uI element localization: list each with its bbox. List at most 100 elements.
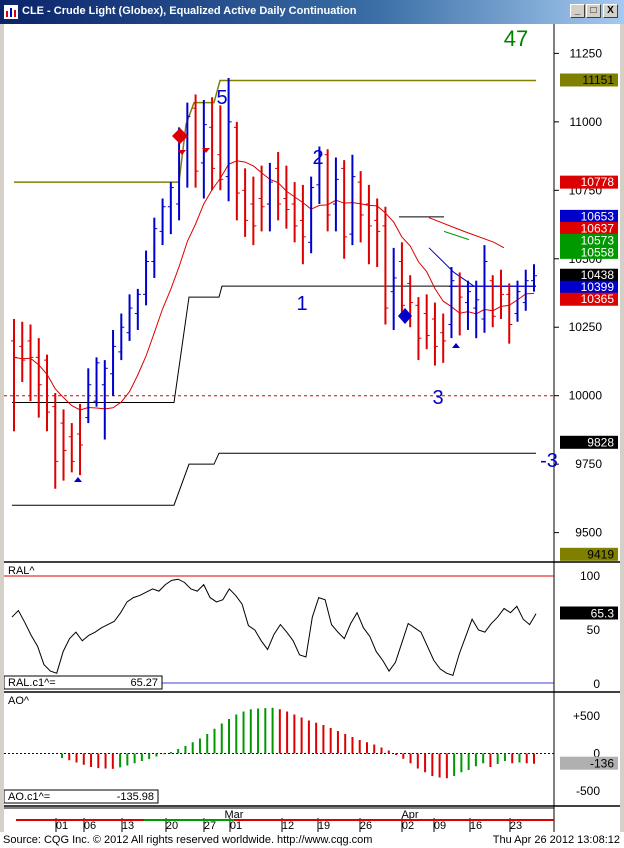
price-bar [93,357,100,407]
ao-readout-box [4,789,159,804]
price-bar [60,409,67,481]
price-bar [27,324,34,402]
close-button[interactable]: X [603,4,618,18]
price-bar [299,184,306,265]
price-bar [448,266,455,339]
price-bar [209,97,216,191]
ao-last-box: -136 [560,756,618,771]
price-bar [341,160,348,259]
price-box: 9419 [560,547,618,561]
price-bar [497,269,504,320]
wave-label: 2 [312,147,323,169]
buy-arrow-marker [74,477,82,482]
wave-label: 5 [216,87,227,109]
price-box-bg [560,292,618,306]
price-box-label: 10438 [581,268,615,282]
price-bar [390,247,397,330]
price-bar [151,217,158,278]
price-box-bg [560,268,618,282]
ral-last-value: 65.3 [591,607,615,621]
price-bar [68,423,75,473]
x-month-label: Apr [401,809,418,821]
price-bar [118,313,125,361]
price-box-bg [560,73,618,87]
price-bar [126,294,133,341]
price-bar [522,269,529,311]
price-bar [431,302,438,366]
maximize-button[interactable]: □ [586,4,601,18]
price-box: 11151 [560,73,618,87]
price-box-label: 10558 [581,245,615,259]
price-bar [19,321,26,382]
wave-label: 1 [296,293,307,315]
price-bar [316,146,323,204]
ao-tick-label: +500 [573,709,600,723]
price-bar [456,272,463,336]
price-bar [291,182,298,243]
upper-channel-line [12,285,536,404]
price-bar [217,105,224,191]
x-day-label: 16 [470,820,482,832]
ao-tick-label: 0 [593,747,600,761]
price-bar [332,157,339,232]
price-bar [407,275,414,328]
price-bar [167,182,174,235]
x-axis-green-segment [144,819,234,821]
x-day-label: 06 [84,820,96,832]
ao-readout-label: AO.c1^= [8,791,50,803]
price-box: 10653 [560,209,618,223]
ral-readout: RAL.c1^= 65.27 [4,675,163,690]
price-bar [308,176,315,254]
chart-canvas[interactable]: 4711250110001075010500102501000097509500… [4,24,620,832]
price-box-bg [560,221,618,235]
price-bar [324,149,331,232]
price-bar [531,264,537,292]
price-box: 10778 [560,175,618,189]
price-box-label: 10573 [581,233,615,247]
chart-background [4,24,620,832]
price-box-bg [560,547,618,561]
price-box-label: 9828 [587,435,614,449]
price-bar [365,184,372,265]
wave-label: 3 [432,387,443,409]
ral-tick-label: 0 [593,677,600,691]
price-bar [192,94,199,188]
price-box-label: 9419 [587,547,614,561]
price-bar [382,206,389,325]
x-day-label: 23 [510,820,522,832]
price-tick-label: 10250 [569,320,603,334]
price-tick-label: 11000 [570,115,603,129]
x-day-label: 02 [402,820,414,832]
price-bar [101,360,108,440]
ral-readout-label: RAL.c1^= [8,677,56,689]
corner-counter: 47 [504,26,528,51]
x-day-label: 09 [434,820,446,832]
price-box: 9828 [560,435,618,449]
copyright-text: Source: CQG Inc. © 2012 All rights reser… [3,834,373,846]
price-bar [250,176,257,246]
window-titlebar: CLE - Crude Light (Globex), Equalized Ac… [0,0,624,24]
price-bar [357,171,364,243]
x-day-label: 01 [230,820,242,832]
price-bar [398,242,405,317]
price-bar [134,288,141,330]
moving-average-line [13,160,535,411]
x-day-label: 13 [122,820,134,832]
price-bar [258,165,265,232]
price-box-label: 10653 [581,209,615,223]
price-box-label: 10399 [581,280,615,294]
price-box: 10637 [560,221,618,235]
price-bar [423,294,430,350]
price-bar [473,280,480,339]
price-bar [440,313,447,363]
price-box-bg [560,435,618,449]
price-box: 10399 [560,280,618,294]
price-box-bg [560,245,618,259]
price-bar [35,338,42,418]
price-box-bg [560,280,618,294]
price-box-label: 10365 [581,292,615,306]
ao-readout-value: -135.98 [117,791,154,803]
minimize-button[interactable]: _ [570,4,585,18]
chart-area[interactable]: 4711250110001075010500102501000097509500… [4,24,620,832]
price-bar [275,151,282,221]
